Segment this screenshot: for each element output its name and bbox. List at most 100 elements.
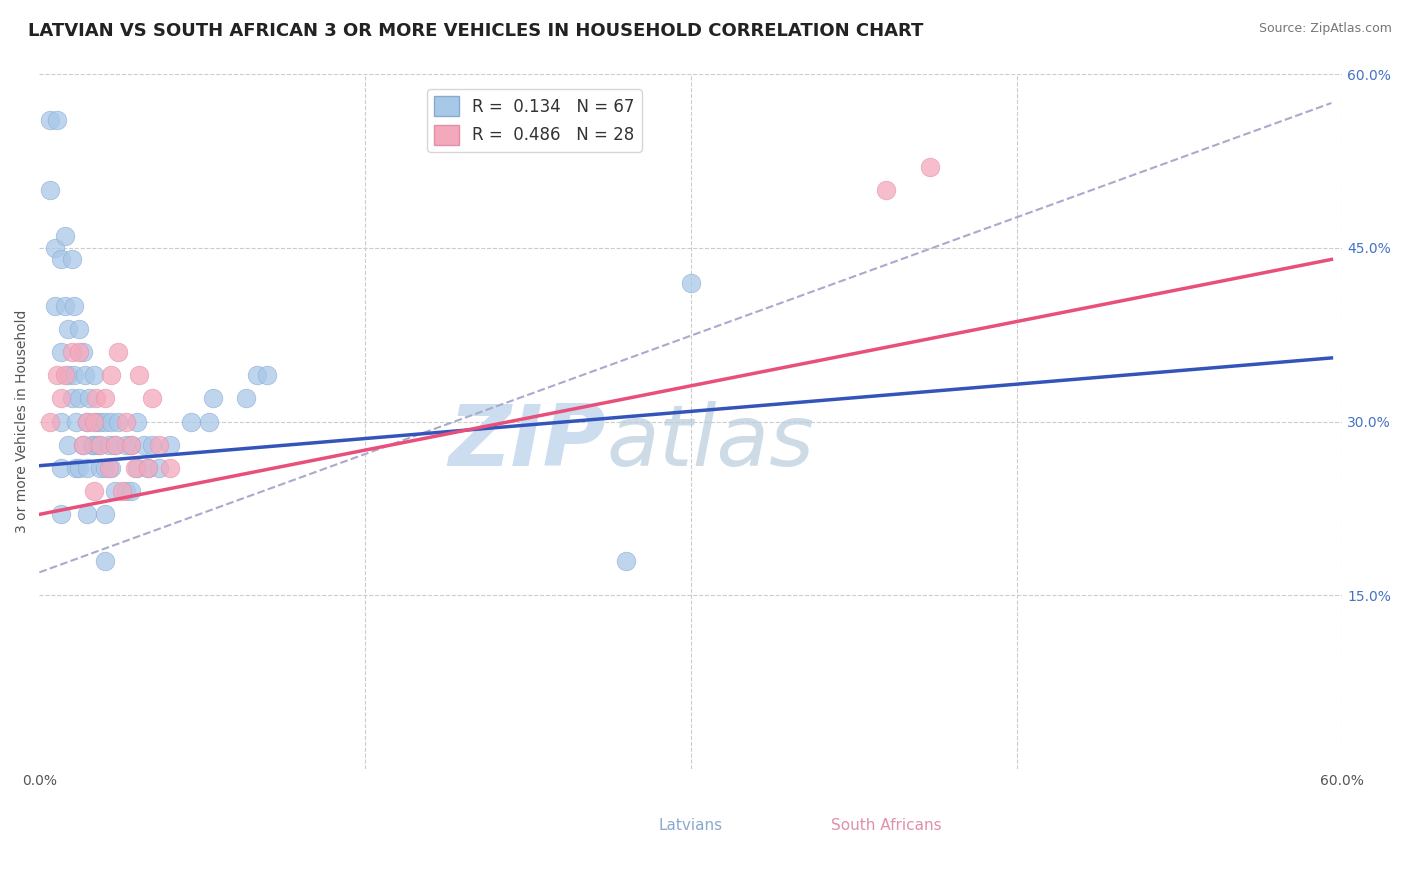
Point	[127, 461, 149, 475]
Point	[80, 438, 103, 452]
Point	[136, 461, 159, 475]
Point	[49, 252, 72, 267]
Y-axis label: 3 or more Vehicles in Household: 3 or more Vehicles in Household	[15, 310, 30, 533]
Point	[60, 392, 83, 406]
Point	[89, 461, 111, 475]
Point	[679, 276, 702, 290]
Point	[55, 299, 77, 313]
Point	[72, 438, 94, 452]
Point	[84, 392, 107, 406]
Point	[65, 415, 87, 429]
Point	[115, 438, 138, 452]
Point	[49, 461, 72, 475]
Point	[89, 415, 111, 429]
Point	[107, 345, 129, 359]
Point	[56, 368, 79, 383]
Point	[76, 415, 98, 429]
Point	[93, 508, 115, 522]
Point	[76, 508, 98, 522]
Point	[141, 438, 163, 452]
Point	[107, 415, 129, 429]
Point	[83, 438, 105, 452]
Point	[136, 461, 159, 475]
Legend: R =  0.134   N = 67, R =  0.486   N = 28: R = 0.134 N = 67, R = 0.486 N = 28	[427, 89, 641, 152]
Point	[97, 438, 120, 452]
Text: Source: ZipAtlas.com: Source: ZipAtlas.com	[1258, 22, 1392, 36]
Point	[115, 415, 138, 429]
Point	[39, 415, 62, 429]
Point	[83, 484, 105, 499]
Point	[100, 368, 122, 383]
Point	[60, 252, 83, 267]
Point	[67, 461, 90, 475]
Point	[120, 484, 142, 499]
Point	[55, 229, 77, 244]
Point	[63, 368, 86, 383]
Point	[180, 415, 202, 429]
Point	[235, 392, 257, 406]
Point	[128, 368, 150, 383]
Point	[614, 554, 637, 568]
Point	[76, 415, 98, 429]
Text: atlas: atlas	[606, 401, 814, 484]
Point	[875, 183, 897, 197]
Text: LATVIAN VS SOUTH AFRICAN 3 OR MORE VEHICLES IN HOUSEHOLD CORRELATION CHART: LATVIAN VS SOUTH AFRICAN 3 OR MORE VEHIC…	[28, 22, 924, 40]
Point	[56, 322, 79, 336]
Point	[63, 299, 86, 313]
Text: South Africans: South Africans	[831, 818, 942, 833]
Point	[127, 415, 149, 429]
Point	[93, 415, 115, 429]
Point	[93, 554, 115, 568]
Point	[256, 368, 278, 383]
Point	[159, 438, 181, 452]
Point	[45, 368, 67, 383]
Point	[44, 241, 66, 255]
Point	[39, 183, 62, 197]
Point	[45, 113, 67, 128]
Point	[104, 438, 127, 452]
Point	[49, 392, 72, 406]
Point	[93, 461, 115, 475]
Point	[104, 438, 127, 452]
Point	[67, 345, 90, 359]
Point	[72, 345, 94, 359]
Point	[132, 438, 155, 452]
Text: Latvians: Latvians	[659, 818, 723, 833]
Point	[49, 415, 72, 429]
Point	[56, 438, 79, 452]
Point	[49, 508, 72, 522]
Point	[120, 438, 142, 452]
Point	[124, 461, 146, 475]
Point	[93, 392, 115, 406]
Point	[87, 438, 110, 452]
Point	[918, 160, 941, 174]
Point	[84, 415, 107, 429]
Point	[104, 484, 127, 499]
Point	[159, 461, 181, 475]
Point	[79, 392, 101, 406]
Point	[67, 322, 90, 336]
Point	[55, 368, 77, 383]
Point	[197, 415, 219, 429]
Point	[60, 345, 83, 359]
Point	[39, 113, 62, 128]
Point	[148, 461, 170, 475]
Point	[67, 392, 90, 406]
Point	[245, 368, 267, 383]
Point	[83, 368, 105, 383]
Point	[72, 438, 94, 452]
Point	[100, 415, 122, 429]
Point	[100, 461, 122, 475]
Point	[120, 438, 142, 452]
Point	[73, 368, 96, 383]
Point	[97, 461, 120, 475]
Point	[76, 461, 98, 475]
Point	[148, 438, 170, 452]
Point	[65, 461, 87, 475]
Point	[115, 484, 138, 499]
Point	[202, 392, 225, 406]
Text: ZIP: ZIP	[449, 401, 606, 484]
Point	[111, 484, 134, 499]
Point	[141, 392, 163, 406]
Point	[83, 415, 105, 429]
